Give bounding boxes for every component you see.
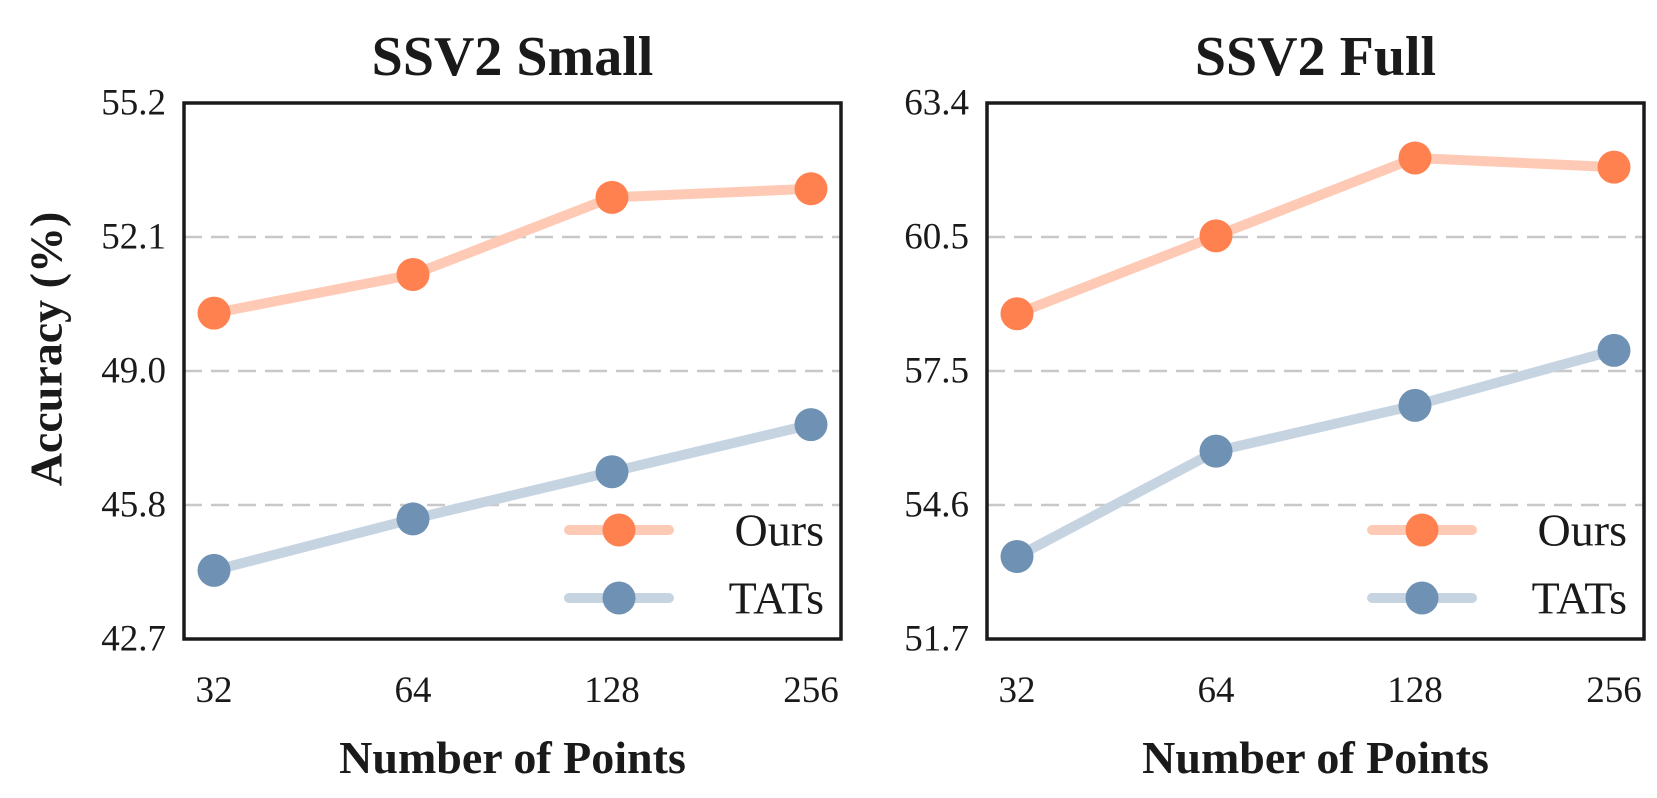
series-lines xyxy=(209,183,816,576)
data-point-tats xyxy=(197,553,231,587)
data-point-tats xyxy=(595,455,629,489)
legend-marker xyxy=(1405,581,1439,615)
legend-marker xyxy=(602,581,636,615)
legend-label-tats: TATs xyxy=(1532,573,1627,624)
series-points xyxy=(197,172,828,587)
series-line-ours xyxy=(209,183,816,319)
y-tick-label: 49.0 xyxy=(101,351,166,392)
series-line-ours xyxy=(1012,152,1619,319)
data-point-ours xyxy=(1000,297,1034,331)
series-line-tats xyxy=(209,419,816,576)
data-point-tats xyxy=(396,502,430,536)
series-lines xyxy=(1012,152,1619,562)
data-point-ours xyxy=(1597,150,1631,184)
chart-panel-ssv2-full: SSV2 Full Number of Points 51.7 54.6 57.5 6… xyxy=(904,26,1646,783)
data-point-tats xyxy=(794,408,828,442)
data-point-tats xyxy=(1597,333,1631,367)
y-tick-label: 54.6 xyxy=(904,485,969,526)
y-tick-label: 52.1 xyxy=(101,217,166,258)
y-tick-label: 63.4 xyxy=(904,83,969,124)
series-line-tats xyxy=(1012,345,1619,562)
data-point-tats xyxy=(1199,434,1233,468)
plot-frame xyxy=(985,101,1646,641)
data-point-ours xyxy=(396,258,430,292)
chart-panel-ssv2-small: SSV2 Small Number of Points 42.7 45.8 49.0… xyxy=(101,26,843,783)
y-tick-labels: 51.7 54.6 57.5 60.5 63.4 xyxy=(904,83,969,660)
x-tick-label: 128 xyxy=(1387,670,1443,711)
legend-label-tats: TATs xyxy=(729,573,824,624)
legend-label-ours: Ours xyxy=(1538,505,1627,556)
x-tick-label: 32 xyxy=(999,670,1036,711)
data-point-ours xyxy=(794,172,828,206)
data-point-tats xyxy=(1398,388,1432,422)
data-point-ours xyxy=(595,180,629,214)
chart-title: SSV2 Small xyxy=(372,26,654,88)
y-tick-label: 60.5 xyxy=(904,217,969,258)
data-point-ours xyxy=(197,296,231,330)
x-tick-labels: 32 64 128 256 xyxy=(196,670,839,711)
x-tick-label: 128 xyxy=(584,670,640,711)
legend-marker xyxy=(1405,513,1439,547)
y-tick-label: 42.7 xyxy=(101,619,166,660)
legend: Ours TATs xyxy=(564,505,824,624)
grid-lines xyxy=(184,235,841,507)
y-tick-label: 57.5 xyxy=(904,351,969,392)
legend-label-ours: Ours xyxy=(735,505,824,556)
y-tick-label: 45.8 xyxy=(101,485,166,526)
data-point-ours xyxy=(1199,219,1233,253)
x-tick-label: 256 xyxy=(783,670,839,711)
y-tick-labels: 42.7 45.8 49.0 52.1 55.2 xyxy=(101,83,166,660)
x-tick-label: 64 xyxy=(1198,670,1235,711)
x-tick-label: 64 xyxy=(395,670,432,711)
y-tick-label: 55.2 xyxy=(101,83,166,124)
legend: Ours TATs xyxy=(1367,505,1627,624)
x-axis-label: Number of Points xyxy=(339,732,686,783)
x-tick-labels: 32 64 128 256 xyxy=(999,670,1642,711)
legend-marker xyxy=(602,513,636,547)
x-tick-label: 32 xyxy=(196,670,233,711)
y-axis-label: Accuracy (%) xyxy=(21,212,72,487)
data-point-tats xyxy=(1000,540,1034,574)
x-tick-label: 256 xyxy=(1586,670,1642,711)
y-tick-label: 51.7 xyxy=(904,619,969,660)
chart-title: SSV2 Full xyxy=(1195,26,1436,88)
data-point-ours xyxy=(1398,141,1432,175)
x-axis-label: Number of Points xyxy=(1142,732,1489,783)
plot-frame xyxy=(182,101,843,641)
series-points xyxy=(1000,141,1631,574)
